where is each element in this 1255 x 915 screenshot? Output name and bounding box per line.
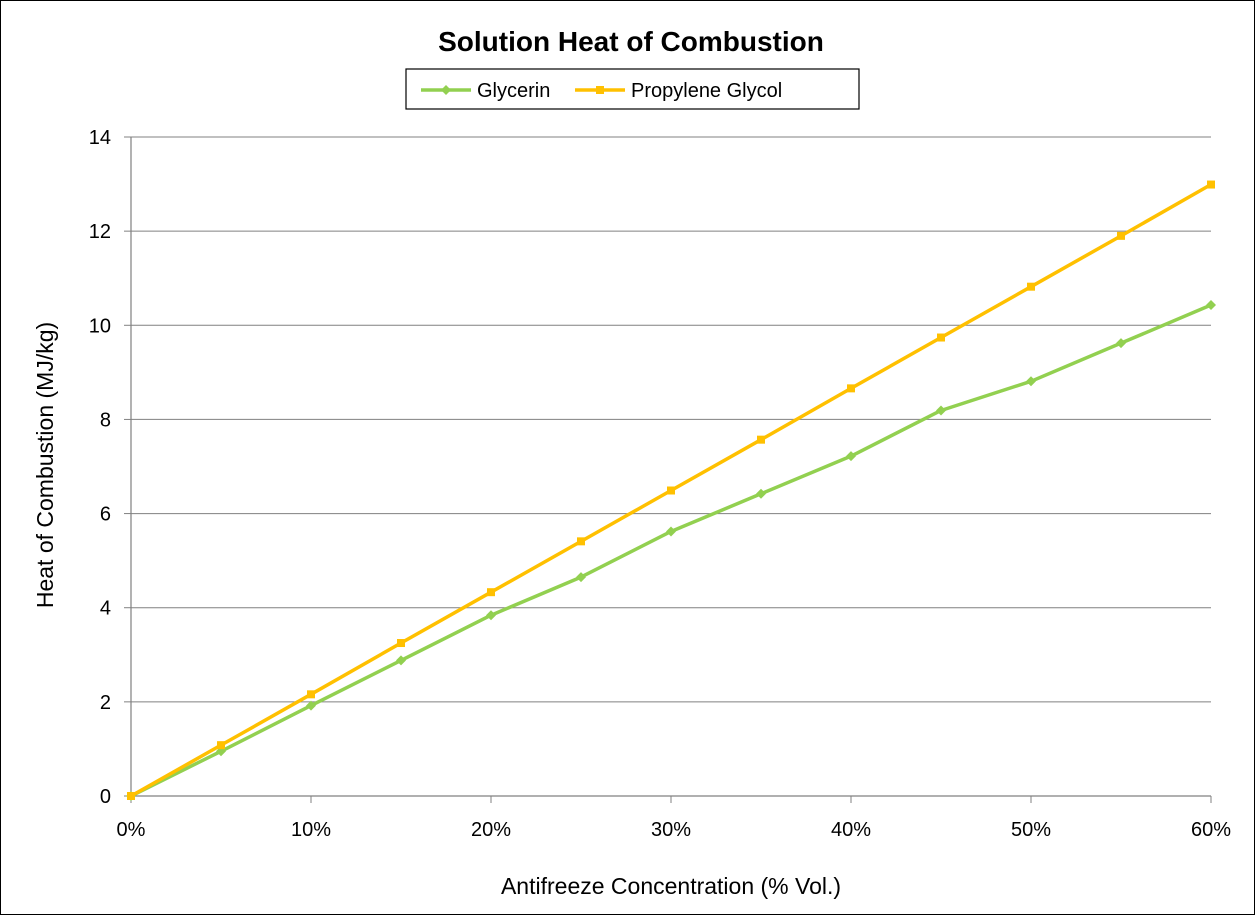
y-tick-label: 10	[89, 315, 111, 337]
legend-items: Glycerin Propylene Glycol	[421, 80, 782, 102]
data-point	[1116, 338, 1126, 349]
data-point	[756, 488, 766, 499]
data-point	[937, 333, 945, 342]
y-tick-label: 8	[100, 409, 111, 431]
legend-item: Propylene Glycol	[575, 80, 782, 102]
data-point	[846, 451, 856, 462]
y-tick-label: 12	[89, 221, 111, 243]
legend-swatch-marker	[441, 85, 451, 95]
data-point	[127, 792, 135, 800]
x-tick-label: 50%	[1011, 819, 1051, 841]
y-tick-label: 2	[100, 692, 111, 714]
series-1	[127, 180, 1215, 800]
x-axis-title: Antifreeze Concentration (% Vol.)	[501, 873, 841, 899]
data-point	[757, 435, 765, 444]
x-tick-labels: 0% 10% 20% 30% 40% 50% 60%	[117, 819, 1232, 841]
legend-box	[405, 68, 860, 110]
data-point	[396, 655, 406, 666]
data-point	[217, 741, 225, 750]
data-point	[1207, 180, 1215, 189]
data-point	[1117, 231, 1125, 240]
data-point	[397, 639, 405, 648]
legend: Glycerin Propylene Glycol	[405, 68, 860, 110]
data-point	[1206, 300, 1216, 311]
data-point	[936, 405, 946, 416]
legend-label: Propylene Glycol	[631, 80, 782, 102]
legend-swatch-marker	[596, 86, 604, 94]
data-point	[667, 486, 675, 495]
legend-label: Glycerin	[477, 80, 550, 102]
y-tick-label: 4	[100, 598, 111, 620]
x-tick-label: 10%	[291, 819, 331, 841]
gridlines	[124, 136, 1211, 797]
data-point	[577, 537, 585, 546]
series-line	[130, 303, 1212, 798]
data-point	[306, 700, 316, 711]
data-point	[307, 690, 315, 699]
chart-title: Solution Heat of Combustion	[438, 26, 824, 57]
data-point	[666, 526, 676, 537]
x-tick-label: 30%	[651, 819, 691, 841]
series-layer	[126, 180, 1216, 801]
x-tick-label: 0%	[117, 819, 146, 841]
x-tick-label: 40%	[831, 819, 871, 841]
y-tick-labels: 0 2 4 6 8 10 12 14	[89, 127, 111, 808]
y-tick-label: 14	[89, 127, 111, 149]
data-point	[1027, 282, 1035, 291]
data-point	[847, 384, 855, 393]
y-axis-title: Heat of Combustion (MJ/kg)	[32, 322, 58, 608]
data-point	[1026, 376, 1036, 387]
data-point	[576, 572, 586, 583]
y-tick-label: 0	[100, 786, 111, 808]
x-tick-label: 20%	[471, 819, 511, 841]
data-point	[487, 588, 495, 597]
series-0	[126, 300, 1216, 801]
data-point	[486, 610, 496, 621]
x-tick-label: 60%	[1191, 819, 1231, 841]
y-tick-label: 6	[100, 504, 111, 526]
legend-item: Glycerin	[421, 80, 550, 102]
